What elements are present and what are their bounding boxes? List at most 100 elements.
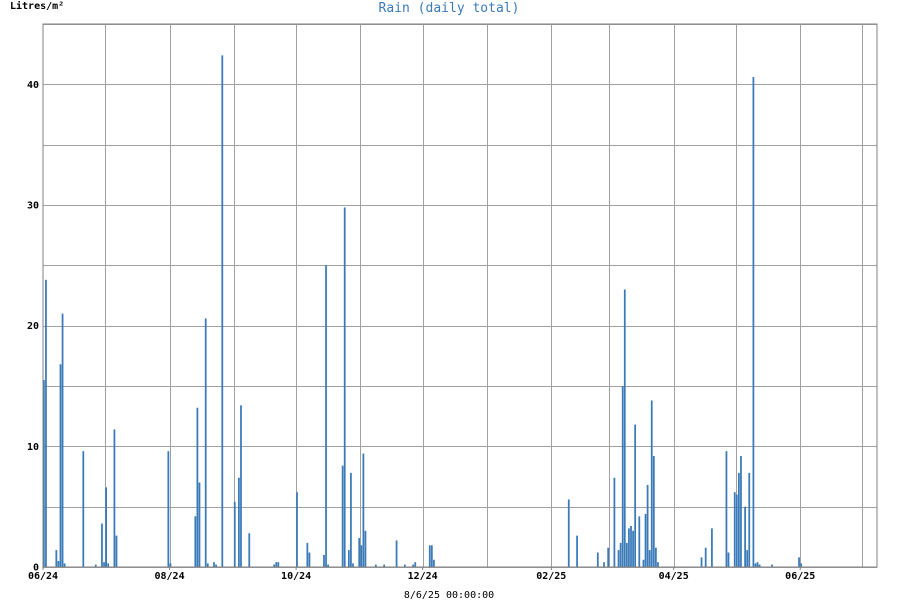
y-tick-label: 20 — [27, 321, 39, 332]
rain-bar — [196, 407, 199, 567]
x-tick-label: 06/24 — [28, 571, 58, 582]
rain-bar — [607, 547, 610, 567]
rain-bar — [727, 552, 730, 567]
rain-bar — [308, 552, 311, 567]
rain-bar — [414, 562, 417, 567]
x-tick-label: 08/24 — [154, 571, 184, 582]
rain-bar — [617, 550, 620, 567]
rain-bar — [55, 550, 58, 567]
y-tick-label: 0 — [33, 563, 39, 574]
rain-bar — [194, 516, 197, 567]
rain-bar — [221, 55, 224, 568]
rain-bar — [657, 562, 659, 567]
rain-bar — [740, 455, 742, 567]
x-tick-label: 10/24 — [281, 571, 311, 582]
rain-bar — [362, 453, 365, 567]
y-tick-label: 40 — [27, 80, 39, 91]
rain-bar — [648, 550, 651, 567]
rain-bar — [623, 289, 626, 567]
rain-bar — [744, 506, 746, 567]
rain-bar — [642, 559, 645, 567]
rain-bar — [652, 455, 655, 567]
x-tick-label: 02/25 — [536, 571, 566, 582]
rain-bar — [105, 487, 108, 567]
rain-bar — [107, 563, 110, 567]
rain-bar — [352, 563, 354, 567]
rain-bar — [748, 472, 751, 567]
rain-bar — [650, 400, 653, 567]
rain-bar — [327, 564, 329, 567]
y-axis-unit: Litres/m² — [10, 0, 64, 12]
rain-bar — [412, 564, 415, 567]
rain-bar — [619, 542, 622, 567]
rain-bar — [101, 523, 103, 567]
rain-bar — [63, 563, 66, 567]
x-axis: 06/24 08/24 10/24 12/24 02/25 04/25 06/25 — [28, 567, 815, 582]
rain-bar — [735, 494, 738, 567]
rain-bar — [248, 533, 251, 567]
rain-bar — [771, 564, 773, 567]
rain-bar — [625, 542, 628, 567]
rain-bar — [213, 562, 215, 567]
rain-bar — [733, 492, 736, 567]
plot-frame — [42, 23, 878, 568]
chart-title: Rain (daily total) — [379, 1, 520, 16]
rain-bar — [630, 525, 632, 567]
rain-bar — [59, 364, 62, 567]
rain-bar — [596, 552, 599, 567]
rain-bar — [273, 564, 276, 567]
rain-bar — [374, 564, 377, 567]
y-tick-label: 30 — [27, 201, 39, 212]
rain-bar — [746, 550, 749, 567]
rain-bar — [238, 477, 240, 567]
rain-bar — [323, 554, 325, 567]
chart-grid — [43, 24, 877, 568]
rain-bar — [621, 386, 624, 567]
rain-bar — [364, 530, 367, 567]
rain-bar — [634, 424, 637, 567]
rain-bar — [169, 563, 172, 567]
rain-bar — [752, 77, 755, 568]
rain-bar — [433, 559, 435, 567]
rain-bar — [567, 499, 570, 567]
rain-bar — [206, 563, 209, 567]
rain-bar — [758, 564, 761, 567]
rain-bar — [215, 564, 217, 567]
rain-bar — [603, 562, 605, 567]
rain-bar — [430, 545, 433, 567]
rain-bar — [644, 513, 647, 567]
y-tick-label: 10 — [27, 442, 39, 453]
rain-bar — [296, 492, 298, 567]
rain-bar — [428, 545, 431, 567]
rain-bar — [94, 564, 97, 567]
rain-bar — [646, 484, 649, 567]
rain-bar — [798, 557, 800, 567]
rain-bar — [704, 547, 707, 567]
rain-bar — [360, 545, 363, 567]
rain-bar — [57, 560, 60, 567]
rain-bar — [113, 429, 116, 567]
rain-bar — [711, 528, 713, 567]
chart-bars — [43, 55, 803, 568]
rain-bar — [61, 313, 64, 567]
rain-bar — [756, 562, 759, 567]
rain-bar — [341, 465, 344, 567]
rain-bar — [638, 516, 641, 567]
rain-bar — [576, 535, 578, 567]
rain-bar — [738, 472, 740, 567]
rain-bar — [754, 563, 757, 567]
rain-bar — [632, 530, 634, 567]
y-axis: 0 10 20 30 40 — [27, 80, 39, 574]
rain-bar — [358, 538, 361, 567]
rain-bar — [655, 547, 657, 567]
timestamp-footer: 8/6/25 00:00:00 — [404, 590, 494, 600]
rain-bar — [115, 535, 118, 567]
x-tick-label: 12/24 — [408, 571, 438, 582]
rain-bar — [277, 562, 280, 567]
rain-bar — [383, 564, 386, 567]
rain-bar — [233, 501, 236, 567]
rain-bar — [103, 562, 105, 567]
rain-bar — [43, 379, 45, 567]
rain-bar — [347, 550, 350, 567]
